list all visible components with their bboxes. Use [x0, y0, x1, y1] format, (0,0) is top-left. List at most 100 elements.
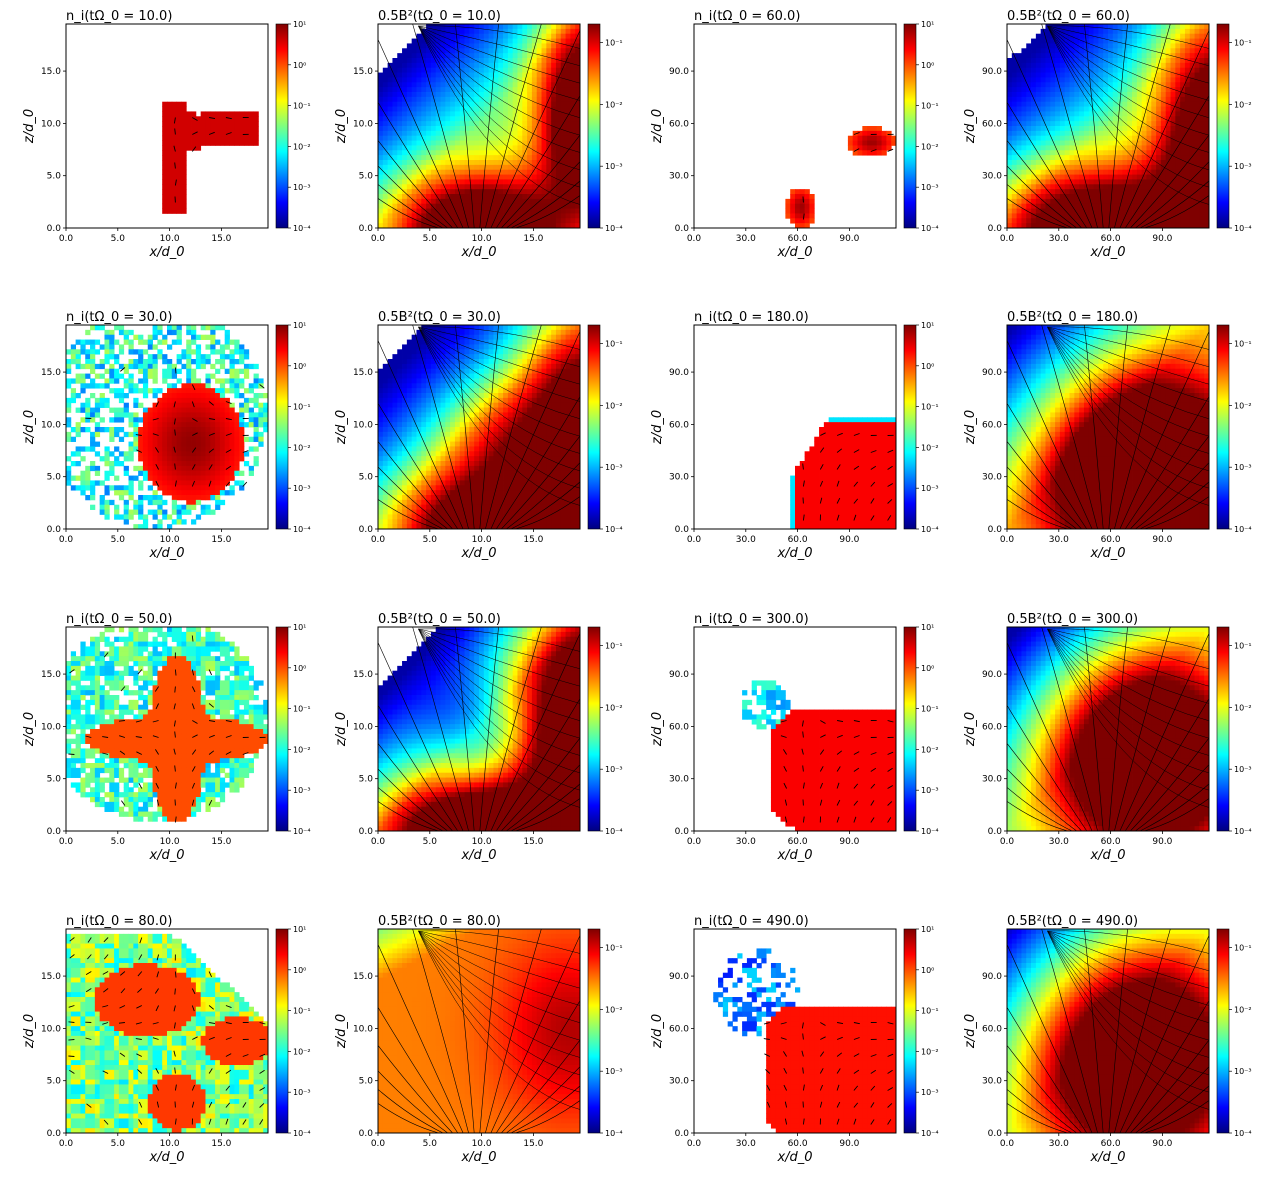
heatmap-cell	[153, 388, 158, 393]
heatmap-cell	[239, 456, 244, 461]
heatmap-cell	[215, 388, 220, 393]
heatmap-cell	[1060, 63, 1065, 68]
heatmap-cell	[479, 34, 484, 39]
heatmap-cell	[220, 111, 225, 116]
heatmap-cell	[546, 111, 551, 116]
heatmap-cell	[1098, 165, 1103, 170]
heatmap-cell	[100, 510, 105, 515]
heatmap-cell	[220, 403, 225, 408]
heatmap-cell	[1171, 160, 1176, 165]
heatmap-cell	[1074, 102, 1079, 107]
heatmap-cell	[556, 29, 561, 34]
heatmap-cell	[532, 111, 537, 116]
heatmap-cell	[100, 427, 105, 432]
heatmap-cell	[1166, 97, 1171, 102]
heatmap-cell	[1026, 97, 1031, 102]
heatmap-cell	[90, 393, 95, 398]
heatmap-cell	[1021, 218, 1026, 223]
heatmap-cell	[124, 514, 129, 519]
heatmap-cell	[1065, 155, 1070, 160]
heatmap-cell	[234, 471, 239, 476]
heatmap-cell	[1113, 97, 1118, 102]
heatmap-cell	[484, 218, 489, 223]
heatmap-cell	[795, 218, 800, 223]
heatmap-cell	[460, 150, 465, 155]
heatmap-cell	[205, 471, 210, 476]
heatmap-cell	[1026, 63, 1031, 68]
heatmap-cell	[196, 359, 201, 364]
heatmap-cell	[230, 349, 235, 354]
heatmap-cell	[129, 359, 134, 364]
heatmap-cell	[498, 48, 503, 53]
heatmap-cell	[416, 87, 421, 92]
heatmap-cell	[220, 325, 225, 330]
heatmap-cell	[220, 432, 225, 437]
heatmap-cell	[1185, 150, 1190, 155]
heatmap-cell	[1084, 155, 1089, 160]
heatmap-cell	[76, 378, 81, 383]
heatmap-cell	[205, 131, 210, 136]
heatmap-cell	[85, 374, 90, 379]
heatmap-cell	[181, 107, 186, 112]
heatmap-cell	[1122, 170, 1127, 175]
heatmap-cell	[556, 121, 561, 126]
heatmap-cell	[133, 442, 138, 447]
heatmap-cell	[426, 121, 431, 126]
heatmap-cell	[1012, 170, 1017, 175]
heatmap-cell	[100, 398, 105, 403]
heatmap-cell	[1041, 179, 1046, 184]
heatmap-cell	[551, 53, 556, 58]
heatmap-cell	[129, 510, 134, 515]
heatmap-cell	[162, 422, 167, 427]
heatmap-cell	[498, 136, 503, 141]
heatmap-cell	[484, 199, 489, 204]
heatmap-cell	[162, 111, 167, 116]
heatmap-cell	[1041, 68, 1046, 73]
heatmap-cell	[172, 325, 177, 330]
heatmap-cell	[95, 398, 100, 403]
heatmap-cell	[1074, 92, 1079, 97]
heatmap-cell	[186, 374, 191, 379]
heatmap-cell	[71, 398, 76, 403]
heatmap-cell	[532, 63, 537, 68]
heatmap-cell	[215, 495, 220, 500]
heatmap-cell	[397, 58, 402, 63]
heatmap-cell	[465, 43, 470, 48]
heatmap-cell	[431, 107, 436, 112]
heatmap-cell	[445, 87, 450, 92]
heatmap-cell	[556, 43, 561, 48]
heatmap-cell	[1118, 24, 1123, 29]
heatmap-cell	[551, 184, 556, 189]
heatmap-cell	[85, 403, 90, 408]
heatmap-cell	[196, 480, 201, 485]
heatmap-cell	[181, 417, 186, 422]
heatmap-cell	[431, 204, 436, 209]
heatmap-cell	[441, 116, 446, 121]
heatmap-cell	[138, 485, 143, 490]
heatmap-cell	[1132, 68, 1137, 73]
heatmap-cell	[162, 204, 167, 209]
heatmap-cell	[809, 194, 814, 199]
heatmap-cell	[1142, 184, 1147, 189]
heatmap-cell	[205, 403, 210, 408]
heatmap-cell	[517, 131, 522, 136]
heatmap-cell	[104, 427, 109, 432]
heatmap-cell	[498, 92, 503, 97]
heatmap-cell	[210, 325, 215, 330]
heatmap-cell	[1041, 131, 1046, 136]
heatmap-cell	[469, 73, 474, 78]
heatmap-cell	[513, 43, 518, 48]
heatmap-cell	[1137, 48, 1142, 53]
heatmap-cell	[181, 131, 186, 136]
heatmap-cell	[498, 145, 503, 150]
heatmap-cell	[378, 194, 383, 199]
heatmap-cell	[1127, 53, 1132, 58]
heatmap-cell	[239, 403, 244, 408]
x-axis-label: x/d_0	[1089, 245, 1125, 260]
heatmap-cell	[493, 141, 498, 146]
heatmap-cell	[1161, 63, 1166, 68]
heatmap-cell	[1021, 48, 1026, 53]
heatmap-cell	[244, 461, 249, 466]
heatmap-cell	[104, 383, 109, 388]
heatmap-cell	[566, 121, 571, 126]
